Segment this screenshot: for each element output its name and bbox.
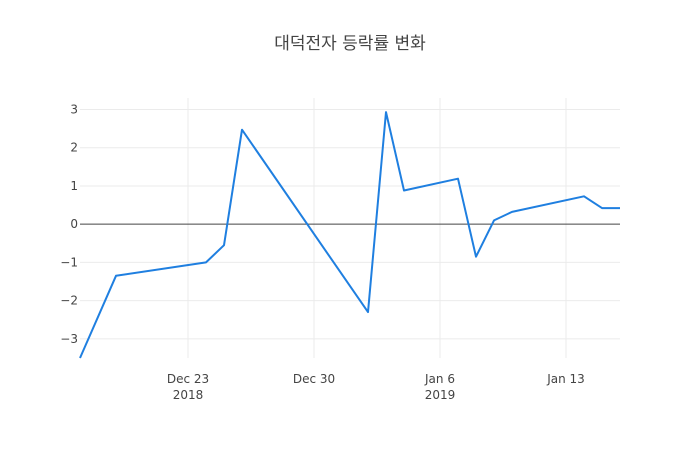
x-axis-tick-labels: Dec 23 2018 Dec 30 Jan 6 2019 Jan 13 [167,372,585,402]
x-tick-label: Dec 30 [293,372,335,386]
x-tick-label: Dec 23 [167,372,209,386]
y-tick-label: −3 [60,332,78,346]
y-gridlines [80,108,620,340]
chart-title: 대덕전자 등락률 변화 [274,34,426,54]
x-tick-year-label: 2019 [425,388,456,402]
y-tick-label: −2 [60,294,78,308]
x-gridlines [187,98,567,358]
y-tick-label: 3 [70,102,78,116]
x-tick-label: Jan 13 [546,372,585,386]
x-tick-label: Jan 6 [424,372,455,386]
series-group [79,111,620,359]
x-tick-year-label: 2018 [173,388,204,402]
y-tick-label: 0 [70,217,78,231]
series-line [79,111,620,359]
y-tick-label: 1 [70,179,78,193]
y-axis-tick-labels: 3 2 1 0 −1 −2 −3 [60,102,78,345]
y-tick-label: −1 [60,255,78,269]
y-tick-label: 2 [70,141,78,155]
